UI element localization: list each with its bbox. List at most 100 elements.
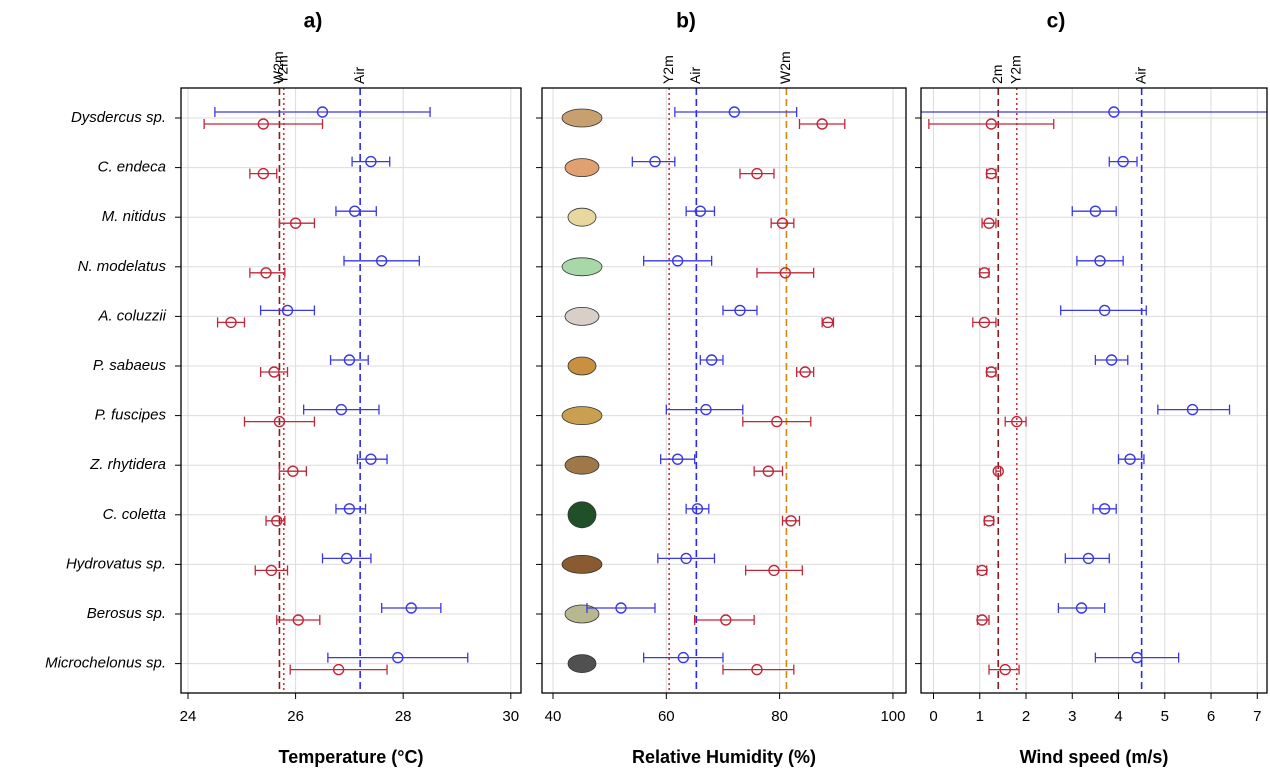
mean-point (287, 465, 299, 477)
error-bar (781, 515, 801, 526)
mean-point (1131, 651, 1143, 664)
mean-point (316, 106, 329, 118)
error-bar (214, 107, 431, 117)
error-bar (631, 156, 676, 167)
mean-point (281, 304, 294, 317)
x-tick-label: 26 (287, 708, 304, 725)
mean-point (260, 267, 272, 279)
x-tick-label: 80 (771, 708, 788, 725)
mean-point (700, 403, 712, 416)
panel-label: c) (1047, 10, 1066, 33)
mean-point (771, 415, 783, 428)
mean-point (985, 167, 998, 180)
mean-point (734, 304, 746, 317)
error-bar (722, 305, 758, 316)
mean-point (985, 366, 998, 378)
insect-icon (567, 501, 597, 529)
error-bar (657, 553, 716, 564)
mean-point (340, 552, 353, 565)
insect-icon (564, 306, 600, 326)
error-bar (327, 652, 469, 663)
mean-point (1098, 304, 1111, 317)
reference-label: Air (351, 67, 367, 84)
mean-point (976, 564, 988, 577)
error-bar (756, 267, 815, 278)
category-label: A. coluzzii (97, 307, 166, 324)
error-bar (303, 404, 380, 415)
insect-icon (561, 406, 603, 426)
mean-point (680, 552, 692, 565)
error-bar (1094, 652, 1180, 663)
reference-label: Air (1132, 67, 1148, 84)
mean-point (751, 167, 763, 180)
mean-point (1117, 155, 1129, 168)
mean-point (694, 205, 707, 217)
mean-point (1124, 453, 1136, 465)
mean-point (822, 316, 834, 329)
mean-point (273, 415, 286, 428)
x-axis-title: Relative Humidity (%) (632, 747, 816, 767)
error-bar (770, 218, 795, 229)
category-label: C. coletta (103, 506, 166, 523)
reference-label: W2m (777, 51, 793, 84)
error-bar (249, 267, 286, 278)
x-tick-label: 5 (1161, 708, 1169, 725)
mean-point (720, 614, 732, 626)
mean-point (785, 515, 797, 527)
plot-frame (180, 87, 522, 694)
mean-point (365, 453, 377, 465)
x-tick-label: 24 (180, 708, 197, 725)
mean-point (671, 255, 684, 267)
x-tick-label: 2 (1022, 708, 1030, 725)
category-label: C. endeca (98, 159, 166, 176)
mean-point (343, 354, 356, 366)
mean-point (265, 564, 278, 577)
category-label: Z. rhytidera (89, 456, 166, 473)
x-tick-label: 40 (545, 708, 562, 725)
error-bar (243, 416, 316, 427)
error-bar (643, 652, 724, 663)
error-bar (1004, 416, 1027, 427)
mean-point (816, 118, 828, 130)
category-label: Dysdercus sp. (71, 109, 166, 126)
mean-point (1098, 503, 1111, 515)
error-bar (988, 664, 1020, 675)
insect-icon (561, 555, 603, 574)
error-bar (1076, 255, 1124, 266)
mean-point (799, 366, 811, 378)
error-bar (1108, 156, 1138, 167)
error-bar (356, 454, 388, 465)
plot-data (921, 106, 1267, 676)
mean-point (405, 602, 417, 614)
mean-point (292, 614, 304, 626)
mean-point (335, 403, 348, 416)
plot-frame (541, 87, 907, 694)
x-tick-label: 1 (976, 708, 984, 725)
mean-point (705, 354, 718, 366)
insect-icon (564, 158, 600, 178)
mean-point (1011, 415, 1023, 428)
x-tick-label: 28 (395, 708, 412, 725)
error-bar (753, 466, 784, 477)
mean-point (1186, 403, 1199, 416)
x-tick-label: 3 (1068, 708, 1076, 725)
category-label: Hydrovatus sp. (66, 555, 166, 572)
x-tick-label: 7 (1253, 708, 1261, 725)
mean-point (257, 118, 270, 130)
reference-label: Y2m (660, 55, 676, 84)
mean-point (978, 267, 991, 279)
mean-point (343, 503, 356, 515)
category-label: M. nitidus (102, 208, 167, 225)
mean-point (392, 651, 404, 664)
error-bar (928, 119, 1055, 129)
error-bar (1060, 305, 1147, 316)
error-bar (685, 206, 716, 217)
x-axis-title: Temperature (°C) (279, 747, 424, 767)
error-bar (722, 664, 795, 675)
mean-point (1105, 354, 1118, 366)
mean-point (1075, 602, 1088, 614)
plot-data (203, 106, 469, 676)
mean-point (691, 503, 704, 515)
error-bar (259, 367, 289, 377)
insect-icon (561, 108, 603, 128)
